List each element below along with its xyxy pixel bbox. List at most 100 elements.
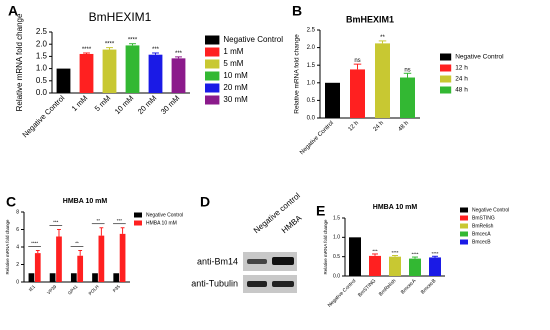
- x-tick-label: BmRelish: [378, 278, 398, 298]
- y-tick-label: 0.5: [307, 98, 316, 104]
- legend-label: 12 h: [455, 65, 468, 72]
- significance: **: [75, 241, 79, 246]
- significance: ****: [128, 38, 138, 44]
- legend-label: BmSTING: [472, 215, 495, 221]
- legend-swatch: [205, 59, 220, 69]
- legend-label: 5 mM: [223, 59, 243, 68]
- significance: ***: [53, 220, 59, 225]
- bar: [49, 273, 56, 282]
- blot-band: [272, 281, 294, 287]
- x-tick-label: Negative Control: [299, 120, 335, 156]
- bar: [98, 235, 105, 282]
- bar: [34, 253, 41, 282]
- x-tick-label: 30 mM: [159, 93, 182, 116]
- legend-swatch: [134, 212, 142, 218]
- legend-swatch: [205, 83, 220, 93]
- legend-label: 48 h: [455, 87, 468, 94]
- significance: ***: [117, 218, 123, 223]
- x-tick-label: IE1: [28, 284, 37, 293]
- panel-label: C: [6, 194, 16, 210]
- x-tick-label: 12 h: [348, 120, 361, 133]
- y-tick-label: 2: [16, 262, 19, 268]
- chart-title: BmHEXIM1: [89, 10, 152, 24]
- y-tick-label: 0.0: [36, 88, 48, 97]
- legend-label: 20 mM: [223, 83, 248, 92]
- y-axis-label: Relative mRNA fold change: [294, 34, 301, 114]
- bar: [325, 82, 340, 118]
- y-tick-label: 2.0: [307, 45, 316, 51]
- chart-title: BmHEXIM1: [346, 14, 394, 24]
- x-tick-label: POLH: [88, 284, 100, 296]
- x-tick-label: BmcecB: [420, 278, 438, 296]
- panel-label: D: [200, 194, 210, 210]
- bar: [148, 54, 163, 93]
- legend-swatch: [205, 35, 220, 45]
- bar: [28, 273, 35, 282]
- significance: **: [380, 35, 385, 41]
- legend-label: 1 mM: [223, 47, 243, 56]
- y-axis-label: Relative mRNA fold change: [323, 219, 328, 275]
- significance: ***: [372, 248, 378, 253]
- legend-swatch: [440, 75, 452, 83]
- x-tick-label: P35: [112, 284, 122, 294]
- legend-swatch: [440, 53, 452, 61]
- y-tick-label: 2.5: [307, 28, 316, 34]
- x-tick-label: BmSTING: [357, 278, 377, 298]
- legend-label: 10 mM: [223, 71, 248, 80]
- bar: [429, 257, 441, 276]
- y-tick-label: 1.0: [333, 235, 340, 241]
- y-tick-label: 0.0: [307, 116, 316, 122]
- lane-label: Negative control: [252, 191, 302, 235]
- y-tick-label: 1.5: [333, 215, 340, 221]
- y-axis-label: Relative mRNA fold change: [5, 219, 10, 275]
- significance: ns: [354, 58, 360, 64]
- significance: ****: [391, 250, 398, 255]
- bar: [349, 237, 361, 276]
- y-tick-label: 1.5: [307, 63, 316, 69]
- y-tick-label: 2.5: [36, 27, 48, 36]
- legend-label: Negative Control: [223, 35, 283, 44]
- y-tick-label: 0.0: [333, 273, 340, 279]
- x-tick-label: BmcecA: [400, 278, 418, 296]
- chart-title: HMBA 10 mM: [63, 198, 108, 205]
- x-tick-label: Negative Control: [20, 93, 66, 139]
- significance: ***: [175, 51, 183, 57]
- legend-swatch: [460, 215, 468, 221]
- bar: [119, 233, 126, 282]
- legend-label: BmcecA: [472, 231, 491, 237]
- x-tick-label: 20 mM: [136, 93, 159, 116]
- bar: [70, 273, 77, 282]
- legend-label: 30 mM: [223, 95, 248, 104]
- y-tick-label: 0.5: [36, 76, 48, 85]
- legend-label: Negative Control: [472, 207, 509, 213]
- x-tick-label: Negative Control: [327, 278, 358, 309]
- legend-swatch: [460, 239, 468, 245]
- x-tick-label: 1 mM: [70, 93, 90, 113]
- y-tick-label: 6: [16, 227, 19, 233]
- blot-band: [272, 257, 294, 265]
- row-label: anti-Tubulin: [191, 278, 238, 288]
- y-tick-label: 1.0: [307, 80, 316, 86]
- significance: ****: [82, 47, 92, 53]
- bar: [79, 53, 94, 93]
- x-tick-label: GP41: [67, 284, 79, 296]
- blot-strip: [243, 275, 297, 293]
- legend-swatch: [460, 231, 468, 237]
- legend-swatch: [460, 207, 468, 213]
- legend-label: 24 h: [455, 76, 468, 83]
- significance: ***: [152, 47, 160, 53]
- bar: [375, 43, 390, 118]
- blot-strip: [243, 252, 297, 271]
- lane-label: HMBA: [280, 213, 304, 235]
- x-tick-label: 5 mM: [93, 93, 113, 113]
- bar: [113, 273, 120, 282]
- bar: [389, 256, 401, 276]
- significance: ****: [31, 241, 38, 246]
- significance: ****: [411, 252, 418, 257]
- blot-band: [247, 259, 267, 264]
- legend-swatch: [205, 95, 220, 105]
- y-tick-label: 0.5: [333, 254, 340, 260]
- legend-label: BmRelish: [472, 223, 494, 229]
- significance: ns: [404, 67, 410, 73]
